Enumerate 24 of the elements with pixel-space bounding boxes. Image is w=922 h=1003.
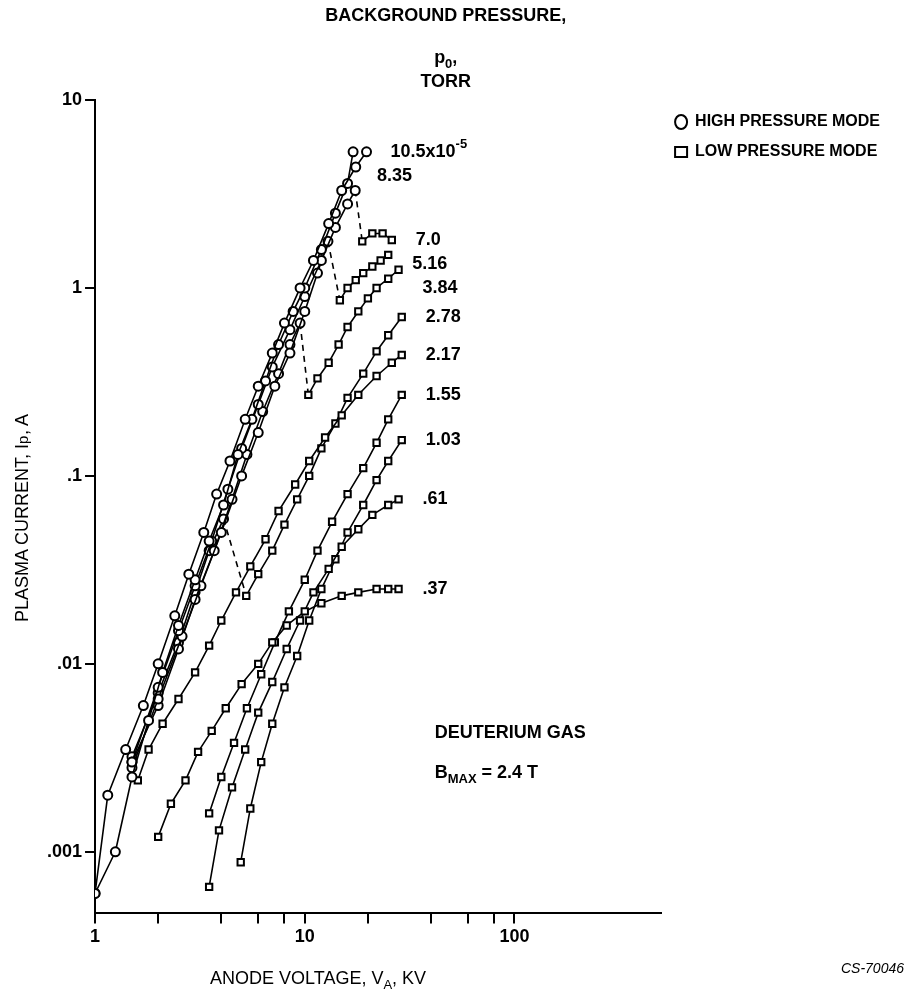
text: TORR — [420, 70, 472, 91]
legend-label: LOW PRESSURE MODE — [695, 142, 878, 160]
y-tick-label: .1 — [67, 464, 83, 485]
x-tick-label: 1 — [90, 926, 101, 947]
annotation: 1.55 — [425, 383, 461, 404]
text: CS-70046 — [840, 959, 905, 976]
annotation: 1.03 — [425, 429, 461, 450]
annotation: 7.0 — [415, 228, 441, 249]
x-tick-label: 10 — [294, 926, 315, 947]
annotation: DEUTERIUM GAS — [434, 722, 586, 743]
annotation: .61 — [422, 488, 448, 509]
annotation: 3.84 — [422, 276, 458, 297]
y-tick-label: .01 — [57, 652, 83, 673]
annotation: .37 — [422, 578, 448, 599]
annotation: 8.35 — [377, 164, 413, 185]
text: BACKGROUND PRESSURE, — [325, 4, 567, 25]
y-tick-label: .001 — [46, 840, 83, 861]
annotation: 5.16 — [412, 252, 448, 273]
y-tick-label: 10 — [62, 88, 83, 109]
x-tick-label: 100 — [499, 926, 530, 947]
y-tick-label: 1 — [72, 276, 83, 297]
legend-label: HIGH PRESSURE MODE — [695, 112, 881, 130]
annotation: 2.17 — [425, 343, 461, 364]
annotation: 2.78 — [425, 306, 461, 327]
